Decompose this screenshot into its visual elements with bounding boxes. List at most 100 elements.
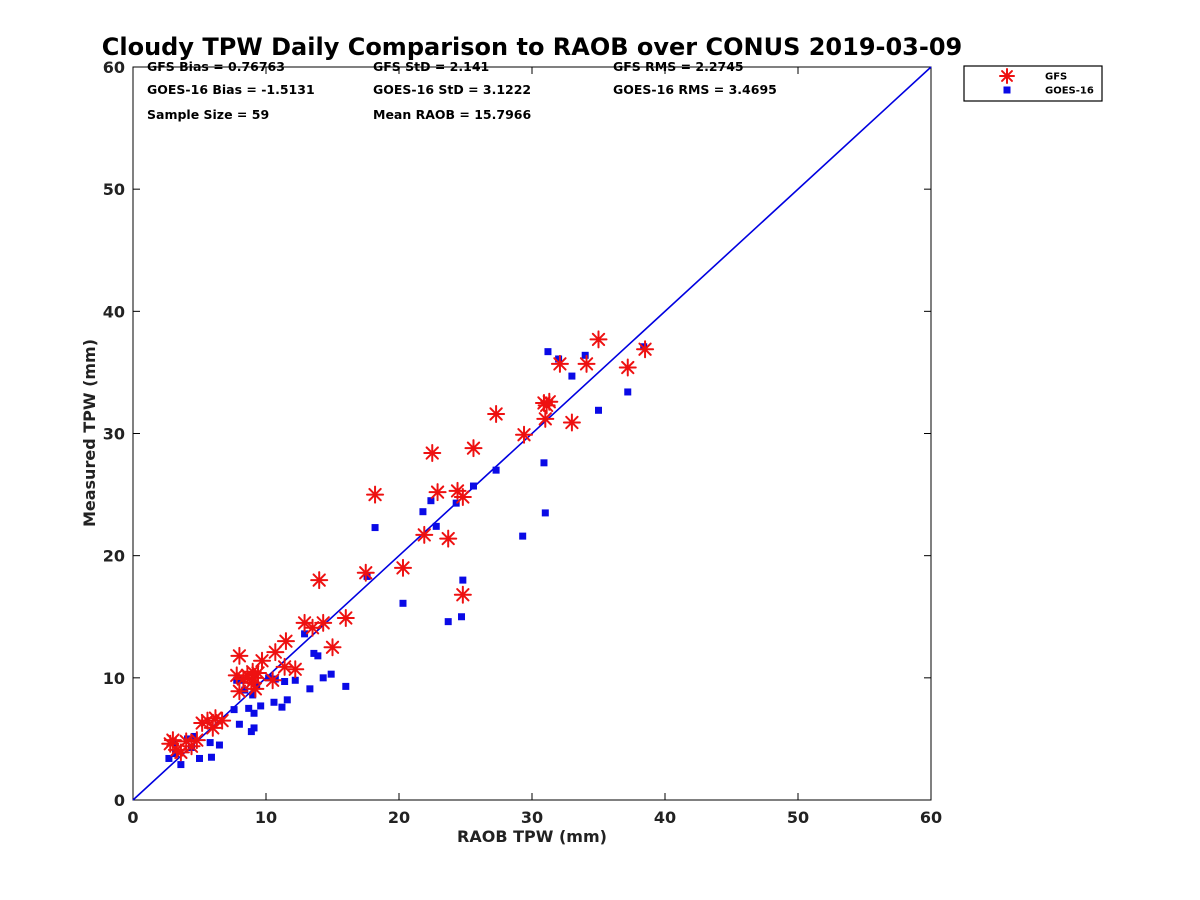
- goes16-point: [519, 532, 527, 540]
- gfs-point: [203, 718, 222, 737]
- goes16-point: [207, 753, 215, 761]
- gfs-point: [366, 485, 385, 504]
- gfs-point: [275, 657, 294, 676]
- x-tick-label: 30: [521, 808, 543, 827]
- gfs-point: [230, 682, 249, 701]
- goes16-point: [247, 728, 255, 736]
- goes16-point: [270, 698, 278, 706]
- chart-legend: GFS GOES-16: [963, 65, 1103, 102]
- goes16-point: [432, 522, 440, 530]
- goes16-point: [595, 406, 602, 414]
- gfs-point: [246, 679, 265, 698]
- gfs-point: [453, 488, 472, 507]
- x-tick-label: 20: [388, 808, 410, 827]
- goes16-point: [306, 685, 314, 693]
- goes16-point: [314, 652, 322, 660]
- y-tick-label: 10: [103, 669, 125, 688]
- gfs-point: [253, 651, 272, 670]
- gfs-point: [213, 711, 232, 730]
- gfs-point: [423, 444, 442, 463]
- one-to-one-reference-line: [132, 66, 932, 801]
- gfs-point: [515, 425, 534, 444]
- goes16-point: [327, 670, 335, 678]
- gfs-point: [618, 358, 637, 377]
- stat-text: Sample Size = 59: [147, 107, 269, 122]
- goes16-point: [265, 674, 273, 682]
- goes16-point: [363, 572, 371, 580]
- goes16-point: [250, 709, 258, 717]
- gfs-point: [276, 632, 295, 651]
- gfs-point: [439, 529, 458, 548]
- goes16-point: [249, 691, 257, 699]
- gfs-point: [636, 340, 655, 359]
- legend-label: GFS: [1045, 72, 1067, 83]
- goes16-point: [250, 724, 258, 732]
- y-tick-label: 50: [103, 180, 125, 199]
- goes16-point: [271, 675, 279, 683]
- y-tick-label: 40: [103, 302, 125, 321]
- goes16-point: [278, 703, 286, 711]
- goes16-point: [452, 499, 460, 507]
- goes16-point: [371, 524, 379, 532]
- legend-gfs-marker: [999, 68, 1015, 84]
- goes16-point: [459, 576, 467, 584]
- goes16-point: [172, 750, 180, 758]
- goes16-point: [469, 482, 477, 490]
- goes16-point: [544, 348, 552, 356]
- gfs-point: [266, 643, 285, 662]
- x-tick-label: 0: [127, 808, 138, 827]
- goes16-point: [555, 355, 563, 363]
- gfs-point: [550, 354, 569, 373]
- gfs-point: [536, 409, 555, 428]
- goes16-point: [342, 682, 350, 690]
- goes16-point: [444, 618, 452, 626]
- gfs-point: [230, 646, 249, 665]
- goes16-point: [624, 388, 632, 396]
- gfs-point: [263, 671, 282, 690]
- gfs-point: [577, 354, 596, 373]
- goes16-point: [257, 702, 265, 710]
- goes16-point: [196, 754, 203, 762]
- goes16-point: [568, 372, 576, 380]
- gfs-point: [286, 660, 305, 679]
- legend-box: [963, 65, 1103, 102]
- goes16-point: [310, 649, 318, 657]
- gfs-point: [323, 638, 342, 657]
- goes16-point: [215, 741, 223, 749]
- goes16-point: [581, 351, 589, 359]
- x-tick-label: 50: [787, 808, 809, 827]
- statistics-block: GFS Bias = 0.76763 GFS StD = 2.141 GFS RMS…: [147, 59, 777, 122]
- goes16-point: [540, 459, 548, 467]
- chart-title: Cloudy TPW Daily Comparison to RAOB over…: [102, 33, 962, 61]
- gfs-point: [187, 731, 206, 750]
- goes16-point: [253, 681, 261, 689]
- goes16-point: [419, 508, 427, 516]
- goes16-point: [206, 739, 214, 747]
- stat-text: GOES-16 Bias = -1.5131: [147, 82, 315, 97]
- gfs-point: [310, 571, 329, 590]
- goes16-point: [458, 613, 466, 621]
- gfs-point: [453, 585, 472, 604]
- y-tick-label: 60: [103, 58, 125, 77]
- goes16-point: [283, 696, 291, 704]
- gfs-point: [314, 613, 333, 632]
- stat-text: Mean RAOB = 15.7966: [373, 107, 531, 122]
- goes16-point: [177, 761, 185, 769]
- goes16-point: [230, 706, 238, 714]
- goes16-point: [241, 686, 249, 694]
- goes16-point: [541, 509, 549, 517]
- stat-text: GOES-16 RMS = 3.4695: [613, 82, 777, 97]
- x-axis-label: RAOB TPW (mm): [457, 827, 607, 846]
- gfs-point: [249, 663, 268, 682]
- goes16-point: [291, 676, 299, 684]
- goes16-point: [245, 704, 253, 712]
- goes16-point: [235, 720, 243, 728]
- legend-goes16-marker: [1003, 86, 1011, 94]
- gfs-point: [540, 392, 559, 411]
- y-axis-label: Measured TPW (mm): [80, 339, 99, 527]
- y-tick-label: 0: [114, 791, 125, 810]
- gfs-point: [562, 413, 581, 432]
- goes16-point: [399, 599, 407, 607]
- data-marks: [161, 330, 655, 769]
